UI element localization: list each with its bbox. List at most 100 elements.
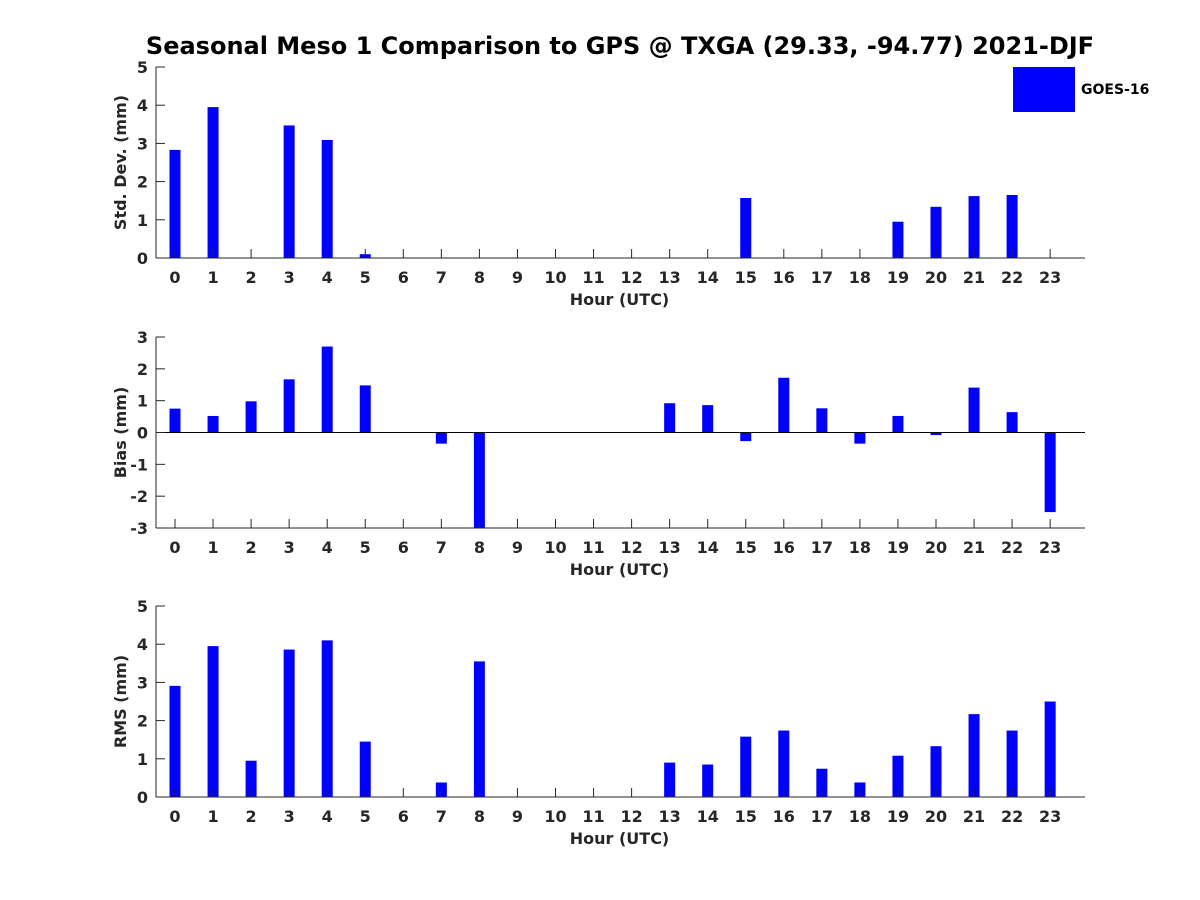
bar-bias-23 — [1044, 432, 1056, 513]
bar-bias-0 — [169, 408, 181, 433]
x-tick-label: 7 — [436, 268, 447, 287]
x-tick-label: 14 — [697, 268, 719, 287]
bar-std-dev-15 — [740, 198, 752, 258]
x-tick-label: 21 — [963, 538, 985, 557]
y-tick-label: 2 — [137, 360, 148, 379]
bar-rms-23 — [1044, 701, 1056, 797]
x-tick-label: 1 — [207, 268, 218, 287]
x-tick-label: 9 — [512, 538, 523, 557]
x-tick-label: 8 — [474, 807, 485, 826]
bar-bias-17 — [816, 408, 828, 433]
y-tick-label: -3 — [130, 519, 148, 538]
x-tick-label: 22 — [1001, 268, 1023, 287]
x-tick-label: 19 — [887, 807, 909, 826]
y-tick-label: 0 — [137, 424, 148, 443]
bar-bias-18 — [854, 432, 866, 444]
bar-bias-5 — [359, 385, 371, 433]
x-tick-label: 12 — [620, 538, 642, 557]
x-tick-label: 8 — [474, 268, 485, 287]
bar-rms-5 — [359, 741, 371, 797]
bar-rms-2 — [245, 760, 257, 797]
bar-bias-7 — [435, 432, 447, 444]
x-tick-label: 18 — [849, 807, 871, 826]
x-tick-label: 9 — [512, 268, 523, 287]
y-axis-label: RMS (mm) — [111, 655, 130, 748]
x-tick-label: 3 — [284, 538, 295, 557]
y-tick-label: 5 — [137, 597, 148, 616]
x-tick-label: 11 — [582, 807, 604, 826]
legend: GOES-16 — [1013, 67, 1149, 112]
x-tick-label: 19 — [887, 268, 909, 287]
x-tick-label: 18 — [849, 538, 871, 557]
x-axis-label: Hour (UTC) — [570, 560, 670, 579]
x-tick-label: 22 — [1001, 807, 1023, 826]
x-axis-label: Hour (UTC) — [570, 290, 670, 309]
x-tick-label: 13 — [659, 268, 681, 287]
x-tick-label: 22 — [1001, 538, 1023, 557]
x-tick-label: 18 — [849, 268, 871, 287]
bar-rms-17 — [816, 768, 828, 797]
x-tick-label: 16 — [773, 538, 795, 557]
y-tick-label: 5 — [137, 58, 148, 77]
x-tick-label: 0 — [169, 538, 180, 557]
bar-bias-3 — [283, 379, 295, 433]
x-tick-label: 17 — [811, 538, 833, 557]
y-tick-label: 1 — [137, 211, 148, 230]
bar-std-dev-20 — [930, 206, 942, 258]
x-tick-label: 15 — [735, 807, 757, 826]
bar-rms-0 — [169, 685, 181, 797]
y-tick-label: 3 — [137, 134, 148, 153]
y-tick-label: 0 — [137, 788, 148, 807]
x-tick-label: 5 — [360, 807, 371, 826]
x-tick-label: 10 — [544, 807, 566, 826]
x-tick-label: 21 — [963, 268, 985, 287]
bar-bias-21 — [968, 387, 980, 433]
bar-bias-1 — [207, 415, 219, 433]
y-tick-label: 2 — [137, 173, 148, 192]
bar-rms-1 — [207, 646, 219, 797]
x-tick-label: 0 — [169, 807, 180, 826]
x-tick-label: 4 — [322, 268, 333, 287]
x-tick-label: 16 — [773, 268, 795, 287]
bar-std-dev-3 — [283, 125, 295, 258]
x-tick-label: 1 — [207, 538, 218, 557]
bar-rms-14 — [702, 764, 714, 797]
x-tick-label: 21 — [963, 807, 985, 826]
legend-swatch — [1013, 67, 1075, 112]
x-tick-label: 16 — [773, 807, 795, 826]
x-tick-label: 9 — [512, 807, 523, 826]
bar-rms-4 — [321, 640, 333, 797]
y-axis-label: Bias (mm) — [111, 387, 130, 479]
x-tick-label: 12 — [620, 268, 642, 287]
x-tick-label: 14 — [697, 807, 719, 826]
x-tick-label: 12 — [620, 807, 642, 826]
x-tick-label: 2 — [246, 268, 257, 287]
x-tick-label: 4 — [322, 807, 333, 826]
y-tick-label: -1 — [130, 455, 148, 474]
x-tick-label: 8 — [474, 538, 485, 557]
y-tick-label: 1 — [137, 750, 148, 769]
legend-label: GOES-16 — [1081, 82, 1149, 98]
chart-title: Seasonal Meso 1 Comparison to GPS @ TXGA… — [146, 32, 1094, 60]
x-tick-label: 13 — [659, 538, 681, 557]
bar-rms-13 — [664, 762, 676, 797]
bar-rms-20 — [930, 746, 942, 797]
x-tick-label: 2 — [246, 807, 257, 826]
bar-bias-13 — [664, 403, 676, 433]
x-tick-label: 5 — [360, 268, 371, 287]
bar-rms-19 — [892, 755, 904, 797]
bar-rms-8 — [473, 661, 485, 797]
x-tick-label: 20 — [925, 538, 947, 557]
x-tick-label: 1 — [207, 807, 218, 826]
bar-std-dev-0 — [169, 149, 181, 258]
x-tick-label: 17 — [811, 807, 833, 826]
bar-bias-8 — [473, 432, 485, 528]
x-tick-label: 15 — [735, 538, 757, 557]
y-tick-label: 4 — [137, 96, 148, 115]
x-tick-label: 7 — [436, 807, 447, 826]
bar-bias-19 — [892, 415, 904, 433]
